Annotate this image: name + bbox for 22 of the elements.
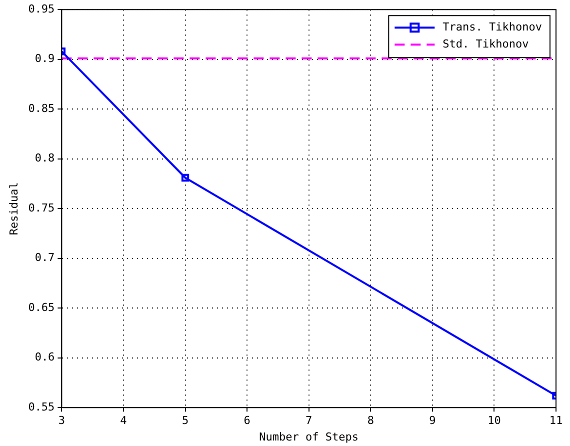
x-axis-title: Number of Steps: [259, 430, 359, 444]
y-tick-label: 0.6: [34, 350, 55, 364]
y-tick-label: 0.85: [28, 102, 55, 115]
x-tick-label: 4: [120, 414, 128, 428]
y-tick-label: 0.65: [28, 300, 55, 314]
y-tick-label: 0.9: [34, 52, 55, 66]
legend-label: Trans. Tikhonov: [442, 20, 542, 34]
x-tick-label: 3: [58, 414, 66, 428]
x-tick-label: 11: [549, 414, 563, 428]
x-tick-label: 5: [182, 414, 189, 428]
y-tick-label: 0.7: [34, 251, 55, 264]
x-tick-label: 8: [367, 414, 374, 428]
legend-label: Std. Tikhonov: [442, 37, 530, 50]
x-tick-label: 9: [429, 414, 436, 428]
y-tick-label: 0.95: [28, 2, 55, 16]
y-tick-label: 0.75: [28, 201, 55, 214]
x-tick-label: 7: [306, 414, 312, 428]
x-tick-label: 10: [488, 414, 501, 428]
y-axis-title: Residual: [7, 182, 20, 236]
y-tick-label: 0.55: [28, 400, 55, 414]
y-tick-label: 0.8: [34, 152, 55, 165]
x-tick-label: 6: [244, 414, 250, 428]
